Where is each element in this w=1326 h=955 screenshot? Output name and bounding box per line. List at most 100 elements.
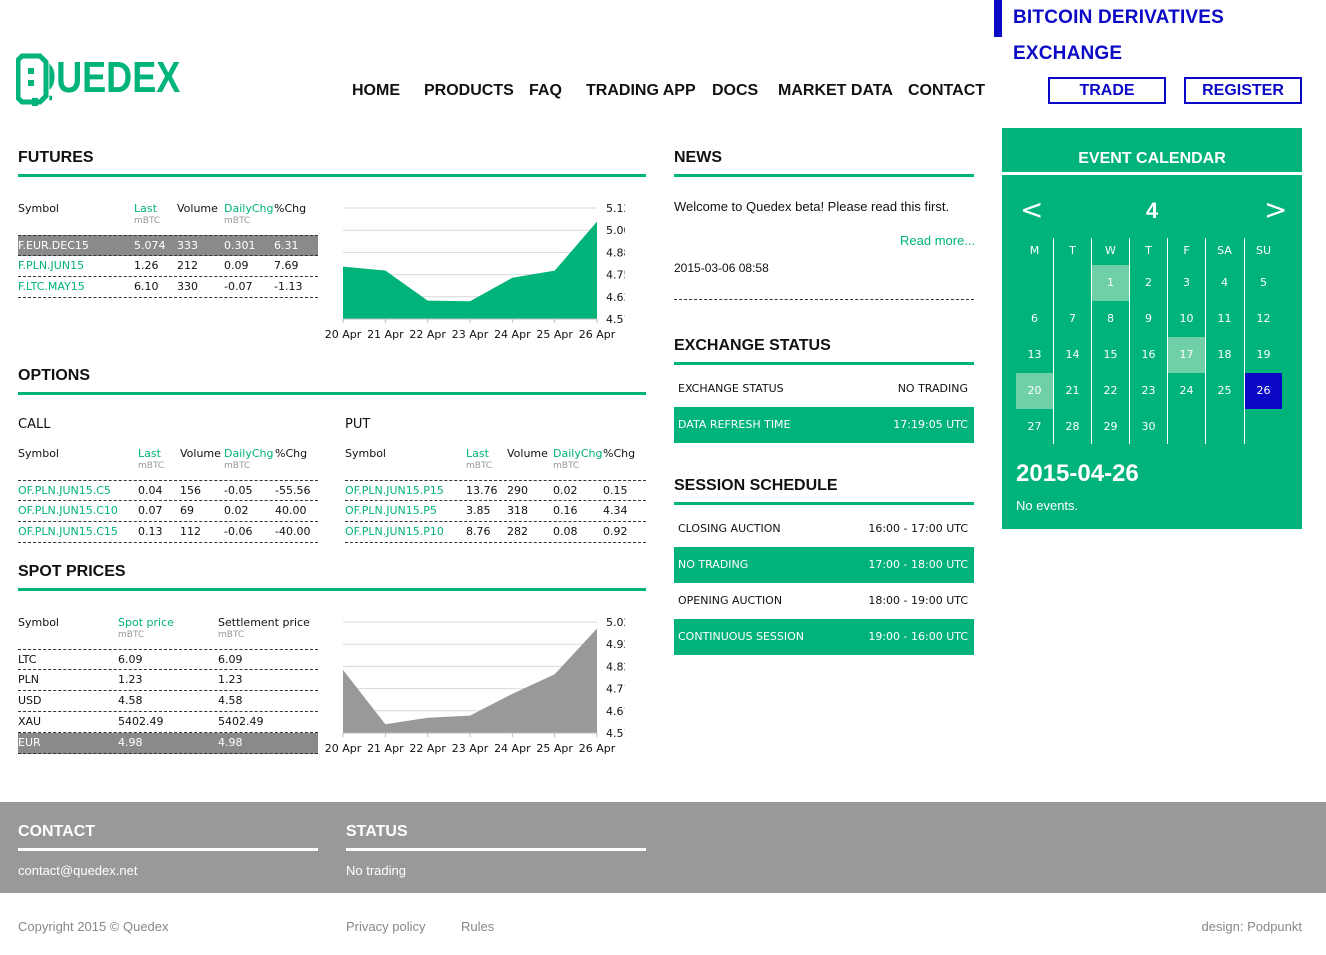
table-row[interactable]: OF.PLN.JUN15.P5 3.85 318 0.16 4.34: [345, 501, 646, 522]
put-col-symbol: Symbol: [345, 447, 386, 460]
calendar-day[interactable]: 11: [1217, 312, 1232, 325]
calendar-day[interactable]: 17: [1168, 337, 1205, 373]
calendar-day[interactable]: 12: [1256, 312, 1271, 325]
calendar-day[interactable]: 13: [1027, 348, 1042, 361]
calendar-day[interactable]: 27: [1027, 420, 1042, 433]
design-credit[interactable]: design: Podpunkt: [1201, 919, 1302, 934]
spot-price: 4.98: [118, 736, 143, 749]
calendar-day[interactable]: 2: [1145, 276, 1152, 289]
calendar-day[interactable]: 26: [1245, 373, 1282, 409]
y-tick-label: 4.92: [606, 638, 625, 651]
put-symbol[interactable]: OF.PLN.JUN15.P15: [345, 484, 444, 497]
table-row[interactable]: EUR 4.98 4.98: [18, 733, 318, 754]
calendar-day[interactable]: 1: [1092, 265, 1129, 301]
table-row[interactable]: OF.PLN.JUN15.C10 0.07 69 0.02 40.00: [18, 501, 318, 522]
nav-trading-app[interactable]: TRADING APP: [586, 82, 696, 99]
calendar-day[interactable]: 9: [1145, 312, 1152, 325]
footer: CONTACT contact@quedex.net STATUS No tra…: [0, 802, 1326, 893]
schedule-time: 18:00 - 19:00 UTC: [868, 594, 968, 607]
calendar-column-divider: [1091, 238, 1092, 444]
call-unit-dailychg: mBTC: [224, 461, 251, 471]
calendar-day[interactable]: 14: [1065, 348, 1080, 361]
futures-volume: 330: [177, 280, 198, 293]
calendar-day[interactable]: 4: [1221, 276, 1228, 289]
table-row[interactable]: F.PLN.JUN15 1.26 212 0.09 7.69: [18, 256, 318, 277]
calendar-day[interactable]: 15: [1103, 348, 1118, 361]
footer-status-divider: [346, 848, 646, 851]
calendar-day[interactable]: 3: [1183, 276, 1190, 289]
read-more-link[interactable]: Read more...: [900, 233, 976, 248]
nav-faq[interactable]: FAQ: [529, 82, 562, 99]
calendar-day[interactable]: 10: [1179, 312, 1194, 325]
trade-button[interactable]: TRADE: [1048, 77, 1166, 104]
schedule-time: 19:00 - 16:00 UTC: [868, 630, 968, 643]
schedule-row: CONTINUOUS SESSION 19:00 - 16:00 UTC: [674, 619, 974, 655]
footer-contact-email[interactable]: contact@quedex.net: [18, 863, 138, 878]
calendar-day[interactable]: 22: [1103, 384, 1118, 397]
rules-link[interactable]: Rules: [461, 919, 495, 934]
call-symbol[interactable]: OF.PLN.JUN15.C5: [18, 484, 111, 497]
futures-last: 5.074: [134, 239, 166, 252]
table-row[interactable]: PLN 1.23 1.23: [18, 670, 318, 691]
calendar-day[interactable]: 28: [1065, 420, 1080, 433]
table-row[interactable]: LTC 6.09 6.09: [18, 649, 318, 670]
calendar-column-divider: [1053, 238, 1054, 444]
put-symbol[interactable]: OF.PLN.JUN15.P10: [345, 525, 444, 538]
logo-q-icon: [16, 53, 49, 106]
put-symbol[interactable]: OF.PLN.JUN15.P5: [345, 504, 437, 517]
futures-symbol[interactable]: F.LTC.MAY15: [18, 280, 85, 293]
call-last: 0.13: [138, 525, 163, 538]
calendar-day[interactable]: 19: [1256, 348, 1271, 361]
nav-home[interactable]: HOME: [352, 82, 400, 99]
call-dailychg: -0.05: [224, 484, 253, 497]
table-row[interactable]: XAU 5402.49 5402.49: [18, 712, 318, 733]
calendar-day[interactable]: 20: [1016, 373, 1053, 409]
table-row[interactable]: USD 4.58 4.58: [18, 691, 318, 712]
call-unit-last: mBTC: [138, 461, 165, 471]
news-headline[interactable]: Welcome to Quedex beta! Please read this…: [674, 199, 950, 214]
call-pctchg: -55.56: [275, 484, 311, 497]
put-unit-dailychg: mBTC: [553, 461, 580, 471]
logo[interactable]: QUEDEX: [16, 52, 180, 106]
futures-last: 1.26: [134, 259, 159, 272]
calendar-day[interactable]: 6: [1031, 312, 1038, 325]
calendar-day[interactable]: 5: [1260, 276, 1267, 289]
call-title: CALL: [18, 417, 51, 432]
calendar-day[interactable]: 23: [1141, 384, 1156, 397]
calendar-day[interactable]: 24: [1179, 384, 1194, 397]
table-row[interactable]: OF.PLN.JUN15.C15 0.13 112 -0.06 -40.00: [18, 522, 318, 543]
nav-market-data[interactable]: MARKET DATA: [778, 82, 893, 99]
table-row[interactable]: OF.PLN.JUN15.P15 13.76 290 0.02 0.15: [345, 480, 646, 501]
area-series: [343, 221, 597, 319]
table-row[interactable]: F.LTC.MAY15 6.10 330 -0.07 -1.13: [18, 277, 318, 298]
futures-symbol[interactable]: F.PLN.JUN15: [18, 259, 85, 272]
call-symbol[interactable]: OF.PLN.JUN15.C15: [18, 525, 118, 538]
futures-title: FUTURES: [18, 149, 94, 166]
register-button[interactable]: REGISTER: [1184, 77, 1302, 104]
table-row[interactable]: OF.PLN.JUN15.C5 0.04 156 -0.05 -55.56: [18, 480, 318, 501]
calendar-prev-button[interactable]: <: [1020, 193, 1044, 226]
status-value: NO TRADING: [897, 382, 968, 395]
calendar-day[interactable]: 8: [1107, 312, 1114, 325]
calendar-day[interactable]: 25: [1217, 384, 1232, 397]
weekday-label: SU: [1255, 244, 1272, 257]
table-row[interactable]: OF.PLN.JUN15.P10 8.76 282 0.08 0.92: [345, 522, 646, 543]
x-tick-label: 25 Apr: [536, 328, 573, 341]
calendar-day[interactable]: 16: [1141, 348, 1156, 361]
calendar-day[interactable]: 18: [1217, 348, 1232, 361]
nav-contact[interactable]: CONTACT: [908, 82, 986, 99]
nav-docs[interactable]: DOCS: [712, 82, 759, 99]
schedule-row: OPENING AUCTION 18:00 - 19:00 UTC: [674, 583, 974, 619]
calendar-day[interactable]: 7: [1069, 312, 1076, 325]
privacy-policy-link[interactable]: Privacy policy: [346, 919, 426, 934]
table-row[interactable]: F.EUR.DEC15 5.074 333 0.301 6.31: [18, 235, 318, 256]
calendar-day[interactable]: 30: [1141, 420, 1156, 433]
call-symbol[interactable]: OF.PLN.JUN15.C10: [18, 504, 118, 517]
calendar-next-button[interactable]: >: [1264, 193, 1288, 226]
put-col-volume: Volume: [507, 447, 548, 460]
futures-symbol[interactable]: F.EUR.DEC15: [18, 239, 89, 252]
put-dailychg: 0.02: [553, 484, 578, 497]
calendar-day[interactable]: 29: [1103, 420, 1118, 433]
nav-products[interactable]: PRODUCTS: [424, 82, 514, 99]
calendar-day[interactable]: 21: [1065, 384, 1080, 397]
